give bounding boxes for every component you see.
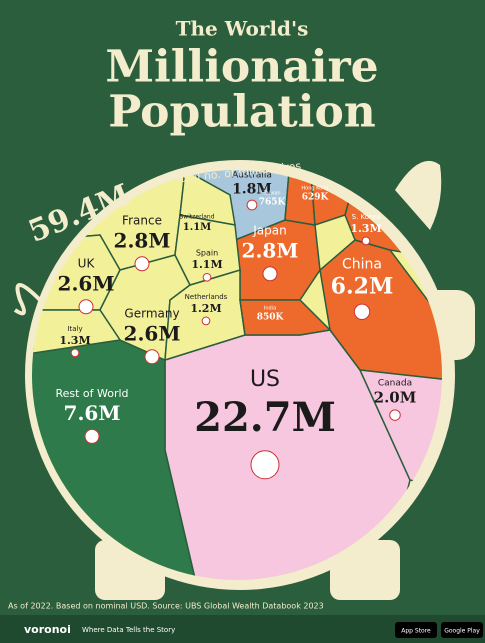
title-line: Millionaire [105, 42, 378, 93]
value-label: 2.8M [242, 238, 299, 262]
category-label: Japan [252, 224, 286, 238]
category-label: S. Korea [352, 213, 381, 221]
flag [353, 303, 371, 320]
google-play[interactable]: Google Play [444, 628, 480, 635]
category-label: Switzerland [180, 214, 215, 221]
flag [144, 349, 160, 365]
cell [239, 299, 332, 336]
value-label: 1.3M [350, 222, 381, 235]
category-label: UK [78, 257, 96, 271]
brand: voronoi [24, 623, 71, 636]
category-label: Spain [196, 249, 218, 258]
value-label: 1.1M [191, 258, 222, 271]
category-label: US [250, 367, 280, 392]
flag [70, 348, 80, 358]
value-label: 22.7M [194, 394, 336, 441]
cell [174, 214, 241, 286]
value-label: 2.6M [124, 321, 181, 345]
value-label: 1.8M [232, 182, 272, 198]
flag [84, 428, 100, 444]
category-label: China [342, 256, 382, 272]
category-label: Canada [378, 379, 412, 389]
flag [78, 299, 94, 315]
category-label: Germany [124, 307, 179, 321]
tagline: Where Data Tells the Story [82, 626, 175, 634]
value-label: 7.6M [64, 401, 121, 425]
value-label: 2.8M [114, 228, 171, 252]
value-label: 1.2M [190, 302, 221, 315]
flag [389, 409, 401, 421]
flag [202, 272, 212, 282]
title-line: The World's [176, 17, 309, 41]
value-label: 2.0M [374, 389, 417, 407]
flag [134, 256, 150, 272]
google-play-button[interactable] [441, 622, 483, 638]
flag [246, 199, 258, 211]
value-label: 765K [259, 198, 287, 208]
category-label: Italy [67, 325, 82, 333]
value-label: 6.2M [331, 274, 394, 300]
category-label: Hong Kong [301, 185, 328, 191]
app-store[interactable]: App Store [401, 628, 431, 635]
value-label: 629K [302, 193, 330, 203]
flag [262, 266, 278, 282]
category-label: Australia [232, 170, 272, 180]
category-label: Rest of World [55, 387, 128, 400]
value-label: 1.1M [183, 222, 211, 233]
category-label: France [122, 214, 162, 228]
category-label: India [264, 305, 276, 311]
value-label: 1.3M [59, 334, 90, 347]
title-line: Population [108, 87, 376, 138]
flag [201, 316, 211, 326]
source: As of 2022. Based on nominal USD. Source… [8, 602, 324, 611]
app-store-button[interactable] [395, 622, 437, 638]
category-label: Netherlands [185, 293, 228, 301]
cell [32, 309, 122, 356]
value-label: 2.6M [58, 271, 115, 295]
category-label: Taiwan [262, 190, 280, 196]
flag [361, 236, 371, 246]
flag [250, 450, 280, 480]
value-label: 850K [257, 313, 285, 323]
